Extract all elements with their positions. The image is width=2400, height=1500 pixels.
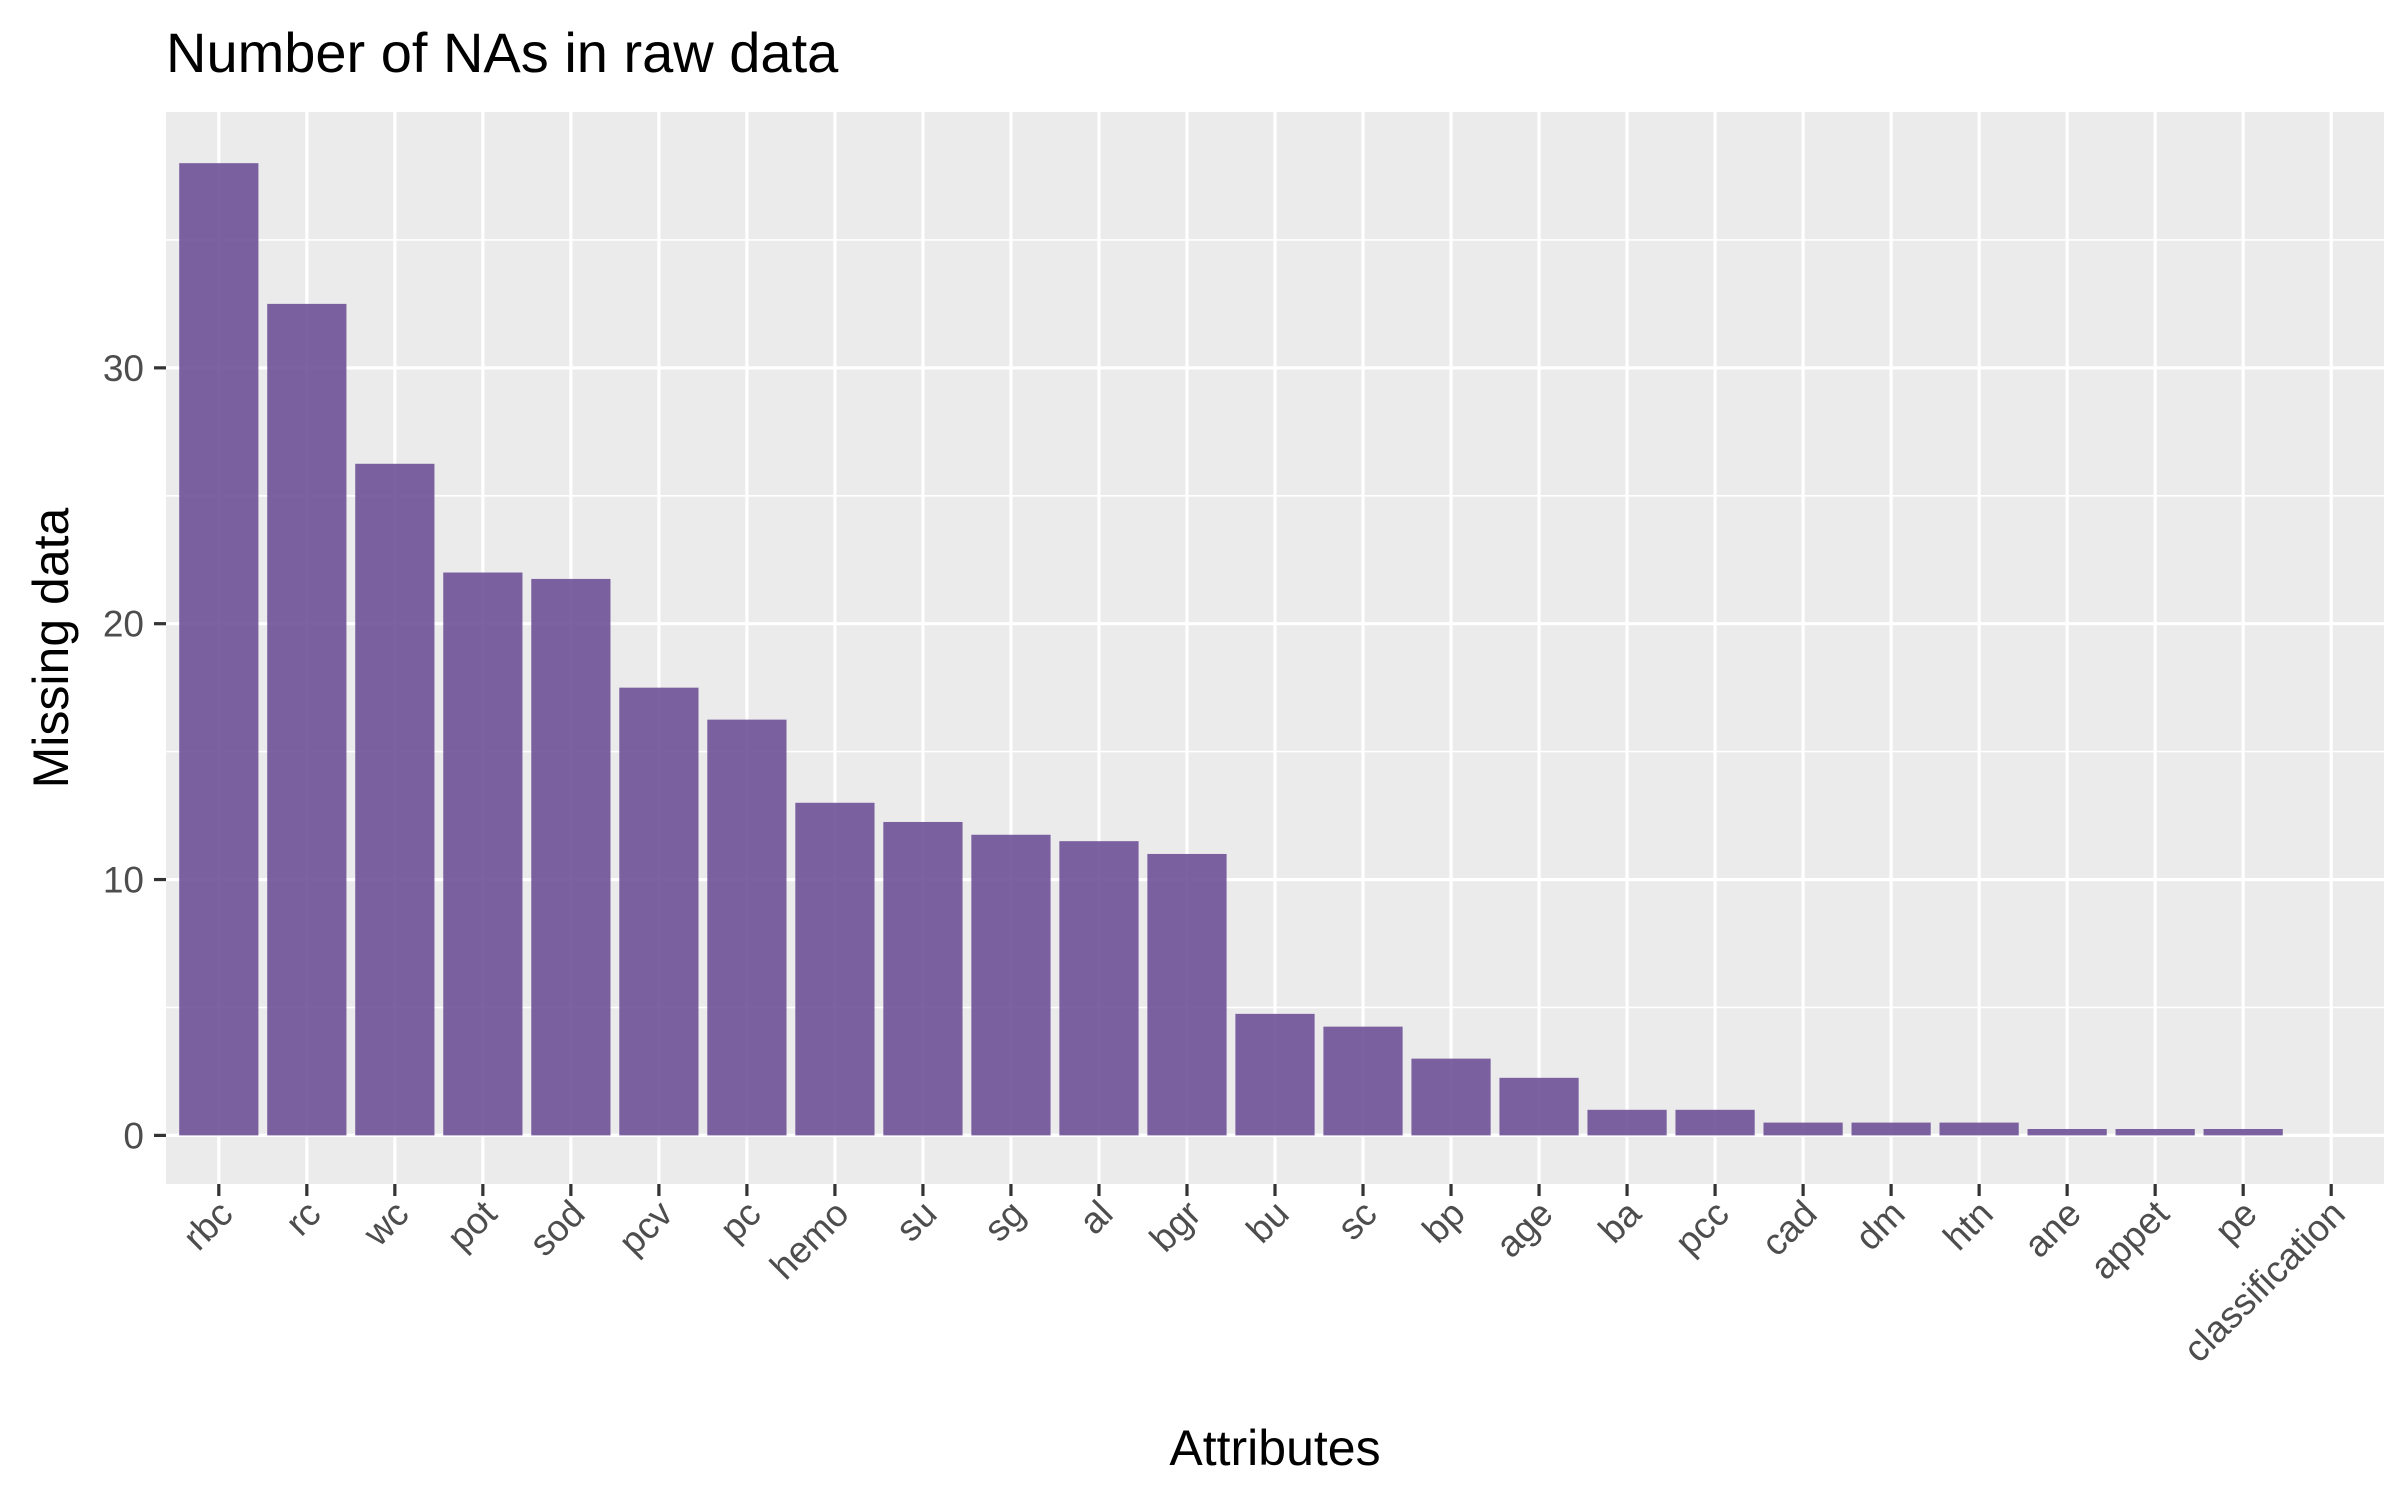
bar-bu [1235, 1013, 1315, 1136]
bar-sod [531, 578, 611, 1136]
x-tick-label-dm: dm [1847, 1193, 1912, 1258]
x-tick-label-classification: classification [2176, 1193, 2353, 1370]
bars [179, 163, 2283, 1136]
bar-bgr [1147, 853, 1227, 1136]
bar-pc [707, 719, 787, 1136]
chart-title: Number of NAs in raw data [166, 21, 839, 84]
bar-pot [443, 572, 523, 1136]
x-tick-label-age: age [1488, 1193, 1561, 1266]
bar-sg [971, 834, 1051, 1136]
bar-rbc [179, 163, 259, 1136]
x-tick-label-bp: bp [1415, 1193, 1473, 1251]
x-tick-label-pcc: pcc [1667, 1193, 1737, 1263]
x-tick-label-sg: sg [976, 1193, 1033, 1250]
bar-rc [267, 303, 347, 1136]
y-tick-label: 10 [103, 860, 144, 901]
x-tick-label-cad: cad [1754, 1193, 1825, 1264]
bar-sc [1323, 1026, 1403, 1136]
y-tick-label: 30 [103, 348, 144, 389]
x-tick-label-htn: htn [1935, 1193, 2000, 1258]
x-tick-label-bu: bu [1239, 1193, 1297, 1251]
x-tick-label-rc: rc [278, 1193, 329, 1244]
bar-age [1499, 1077, 1579, 1136]
x-tick-label-al: al [1071, 1193, 1120, 1242]
bar-dm [1851, 1122, 1931, 1136]
bar-al [1059, 841, 1139, 1136]
y-axis: 0 10 20 30 [103, 348, 166, 1156]
bar-pcv [619, 687, 699, 1136]
x-tick-label-hemo: hemo [762, 1193, 856, 1287]
x-axis-title: Attributes [1169, 1420, 1380, 1476]
x-tick-label-pcv: pcv [611, 1192, 681, 1262]
bar-hemo [795, 802, 875, 1136]
bar-cad [1763, 1122, 1843, 1136]
x-tick-label-ane: ane [2016, 1193, 2089, 1266]
x-tick-label-su: su [888, 1193, 945, 1250]
y-tick-label: 0 [123, 1115, 144, 1156]
x-tick-label-pe: pe [2207, 1193, 2265, 1251]
x-tick-label-bgr: bgr [1142, 1193, 1209, 1260]
x-tick-label-pot: pot [439, 1192, 505, 1258]
x-tick-label-sc: sc [1330, 1193, 1385, 1248]
bar-su [883, 821, 963, 1136]
y-tick-label: 20 [103, 604, 144, 645]
bar-htn [1939, 1122, 2019, 1136]
x-tick-label-rbc: rbc [175, 1193, 240, 1258]
bar-pcc [1675, 1109, 1755, 1136]
bar-ba [1587, 1109, 1667, 1136]
x-tick-label-appet: appet [2082, 1192, 2177, 1287]
bar-pe [2203, 1128, 2283, 1136]
bar-bp [1411, 1058, 1491, 1136]
x-tick-label-sod: sod [521, 1193, 592, 1264]
y-axis-title: Missing data [23, 507, 79, 788]
bar-appet [2115, 1128, 2195, 1136]
bar-ane [2027, 1128, 2107, 1136]
x-tick-label-ba: ba [1591, 1192, 1649, 1250]
bar-wc [355, 463, 435, 1136]
x-tick-label-pc: pc [712, 1193, 769, 1250]
x-tick-label-wc: wc [355, 1193, 417, 1255]
